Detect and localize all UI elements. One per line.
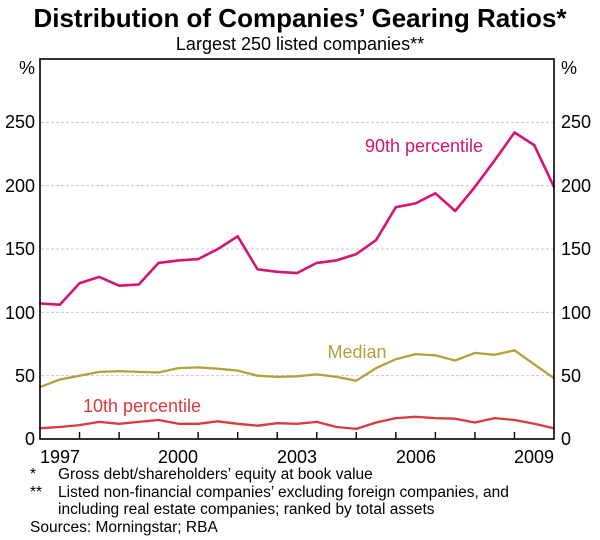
y-tick-label-left: 100 (4, 303, 35, 323)
y-tick-label-left: 0 (24, 429, 35, 449)
chart-subtitle: Largest 250 listed companies** (175, 34, 425, 54)
sources-line: Sources: Morningstar; RBA (30, 518, 218, 536)
y-tick-label-left: 150 (4, 239, 35, 259)
y-tick-label-left: 200 (4, 176, 35, 196)
y-tick-label-left: 250 (4, 112, 35, 132)
footnote-2-marker: ** (30, 483, 43, 501)
y-tick-label-right: 150 (561, 239, 592, 259)
x-tick-label: 2009 (513, 447, 555, 467)
footnote-1-text: Gross debt/shareholders’ equity at book … (58, 466, 373, 483)
y-axis-unit-left: % (18, 58, 35, 78)
y-tick-label-right: 100 (561, 303, 592, 323)
footnote-2: ** Listed non-financial companies’ exclu… (30, 484, 585, 502)
y-tick-label-left: 50 (14, 366, 35, 386)
y-tick-label-right: 200 (561, 176, 592, 196)
y-tick-label-right: 50 (561, 366, 582, 386)
series-line-90th-percentile (39, 131, 555, 306)
x-tick-label: 1997 (39, 447, 81, 467)
y-axis-unit-right: % (561, 58, 578, 78)
x-tick-label: 2003 (276, 447, 318, 467)
footnote-2-continued: including real estate companies; ranked … (58, 501, 435, 518)
footnote-1-marker: * (30, 466, 37, 483)
series-label-10th-percentile: 10th percentile (82, 396, 202, 416)
y-tick-label-right: 250 (561, 112, 592, 132)
footnote-2-text: Listed non-financial companies’ excludin… (58, 483, 509, 501)
x-tick-label: 2006 (395, 447, 437, 467)
series-label-90th-percentile: 90th percentile (364, 136, 484, 156)
series-line-median (39, 349, 555, 389)
footnotes: * Gross debt/shareholders’ equity at boo… (30, 466, 585, 536)
series-label-median: Median (327, 342, 387, 362)
plot-frame (39, 58, 555, 440)
x-tick-label: 2000 (157, 447, 199, 467)
footnote-1: * Gross debt/shareholders’ equity at boo… (30, 466, 585, 484)
chart-title: Distribution of Companies’ Gearing Ratio… (33, 3, 567, 33)
y-tick-label-right: 0 (561, 429, 572, 449)
plot-area (39, 58, 555, 440)
series-line-10th-percentile (39, 415, 555, 431)
